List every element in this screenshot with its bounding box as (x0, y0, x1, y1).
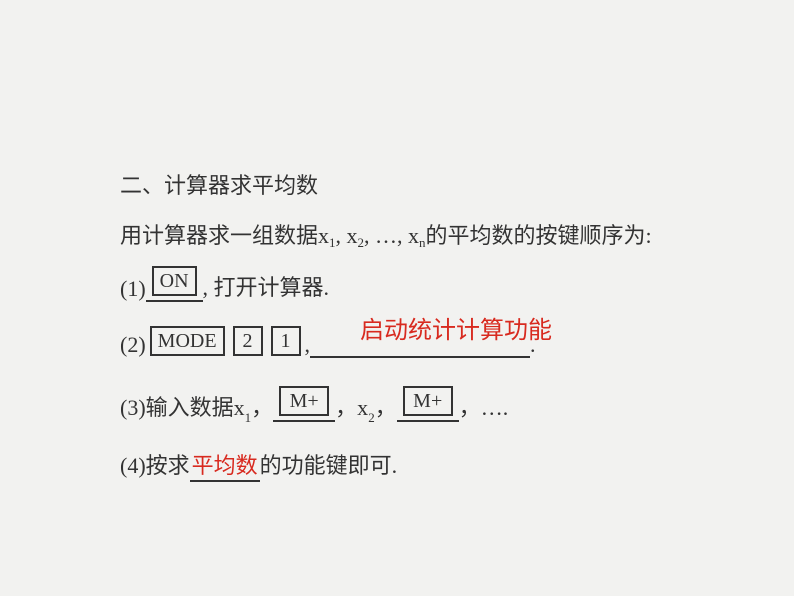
intro-mid1: , x (336, 223, 358, 249)
item1-line: (1) ON , 打开计算器. (120, 268, 329, 302)
item3-comma3: ， (375, 390, 397, 422)
item3-sub2: 2 (368, 410, 375, 426)
item3-label: (3)输入数据x (120, 390, 245, 422)
item2-label: (2) (120, 332, 146, 358)
heading: 二、计算器求平均数 (120, 168, 318, 200)
intro-post: 的平均数的按键顺序为: (426, 218, 652, 250)
heading-text: 二、计算器求平均数 (120, 168, 318, 200)
item1-label: (1) (120, 276, 146, 302)
item3-comma1: ， (251, 390, 273, 422)
slide-page: 二、计算器求平均数 用计算器求一组数据x 1 , x 2 , …, x n 的平… (0, 0, 794, 596)
item4-post: 的功能键即可. (260, 448, 398, 480)
item3-sub1: 1 (245, 410, 252, 426)
intro-line: 用计算器求一组数据x 1 , x 2 , …, x n 的平均数的按键顺序为: (120, 218, 652, 250)
mplus-key-1: M+ (279, 386, 329, 416)
two-key: 2 (233, 326, 263, 356)
mplus-key-2: M+ (403, 386, 453, 416)
intro-sub1: 1 (329, 235, 336, 251)
item2-period: . (530, 332, 536, 358)
item3-underline2: M+ (397, 388, 459, 422)
item4-pre: (4)按求 (120, 448, 190, 480)
item4-line: (4)按求 平均数 的功能键即可. (120, 448, 397, 482)
intro-mid2: , …, x (364, 223, 419, 249)
mode-key: MODE (150, 326, 225, 356)
on-key: ON (152, 266, 197, 296)
item2-line: (2) MODE 2 1 , . (120, 328, 536, 358)
item1-post: , 打开计算器. (203, 270, 330, 302)
intro-sub2: 2 (358, 235, 365, 251)
intro-pre: 用计算器求一组数据x (120, 218, 329, 250)
intro-sub3: n (419, 235, 426, 251)
item4-fill-red: 平均数 (190, 448, 260, 482)
one-key: 1 (271, 326, 301, 356)
item2-fill-underline (310, 330, 530, 358)
item1-underline: ON (146, 268, 203, 302)
item3-underline1: M+ (273, 388, 335, 422)
item3-line: (3)输入数据x 1 ， M+ ，x 2 ， M+ ，…. (120, 388, 508, 422)
item3-tail: ，…. (459, 390, 509, 422)
item3-comma2: ，x (335, 390, 368, 422)
